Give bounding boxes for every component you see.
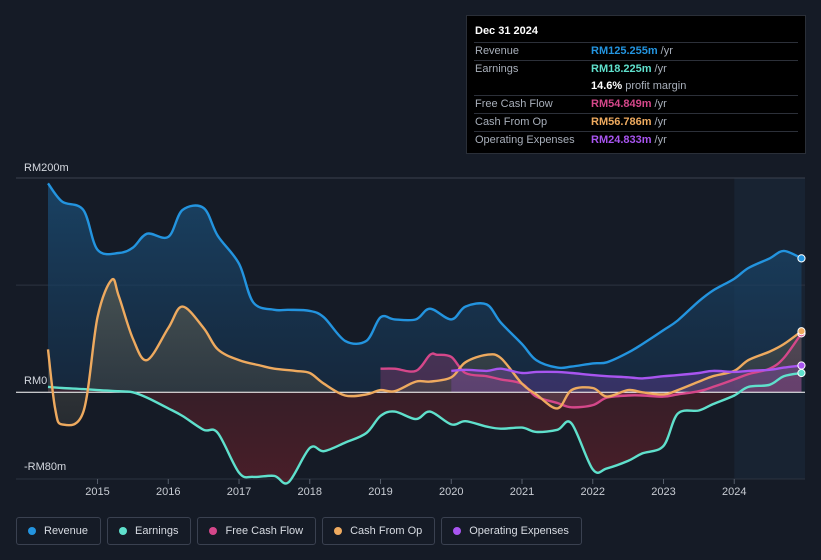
tooltip-unit: /yr	[654, 116, 667, 128]
x-tick-label: 2019	[368, 486, 392, 498]
end-dot-revenue	[797, 254, 806, 263]
y-label-top: RM200m	[24, 162, 69, 174]
x-tick-label: 2023	[651, 486, 675, 498]
tooltip-profit-margin-value: 14.6%	[591, 80, 623, 92]
tooltip-fcf-value: RM54.849m	[591, 98, 652, 110]
legend-label-free-cash-flow: Free Cash Flow	[225, 525, 304, 537]
legend-dot-operating-expenses	[453, 527, 462, 535]
tooltip-cfo-value: RM56.786m	[591, 116, 652, 128]
tooltip-profit-margin-text: profit margin	[625, 80, 687, 92]
tooltip-row-profit-margin: 14.6% profit margin	[474, 78, 798, 95]
area-revenue	[48, 183, 802, 393]
series-areas	[48, 183, 802, 484]
tooltip-unit: /yr	[654, 98, 667, 110]
tooltip-row-cfo: Cash From Op RM56.786m /yr	[474, 113, 798, 131]
legend-dot-earnings	[119, 527, 128, 535]
x-tick-label: 2018	[298, 486, 322, 498]
tooltip-revenue-label: Revenue	[475, 45, 520, 57]
tooltip-panel: Dec 31 2024 Revenue RM125.255m /yr Earni…	[466, 15, 806, 154]
legend-item-cash-from-op[interactable]: Cash From Op	[322, 517, 436, 545]
tooltip-opex-value: RM24.833m	[591, 134, 652, 146]
tooltip-opex-label: Operating Expenses	[475, 134, 575, 146]
legend-dot-cash-from-op	[334, 527, 343, 535]
x-tick-label: 2021	[510, 486, 534, 498]
tooltip-unit: /yr	[654, 134, 667, 146]
series-lines	[46, 182, 803, 485]
tooltip-date: Dec 31 2024	[475, 25, 538, 37]
line-free-cash-flow	[380, 332, 803, 409]
legend: Revenue Earnings Free Cash Flow Cash Fro…	[16, 517, 582, 547]
end-dot-operating-expenses	[797, 361, 806, 370]
tooltip-row-opex: Operating Expenses RM24.833m /yr	[474, 131, 798, 149]
y-label-zero: RM0	[24, 375, 47, 387]
legend-item-earnings[interactable]: Earnings	[107, 517, 192, 545]
line-cash-from-op	[46, 277, 803, 427]
end-dot-earnings	[797, 368, 806, 378]
x-tick-label: 2017	[227, 486, 251, 498]
tooltip-cfo-label: Cash From Op	[475, 116, 548, 128]
legend-dot-revenue	[28, 527, 36, 535]
tooltip-earnings-value: RM18.225m	[591, 63, 652, 75]
line-operating-expenses	[451, 364, 802, 380]
x-tick-label: 2015	[85, 486, 109, 498]
tooltip-fcf-label: Free Cash Flow	[475, 98, 553, 110]
legend-item-free-cash-flow[interactable]: Free Cash Flow	[197, 517, 317, 545]
legend-dot-free-cash-flow	[209, 527, 218, 535]
legend-item-revenue[interactable]: Revenue	[16, 517, 102, 545]
x-tick-label: 2022	[581, 486, 605, 498]
end-dot-cash-from-op	[797, 327, 806, 336]
line-earnings	[47, 371, 802, 485]
x-tick-label: 2020	[439, 486, 463, 498]
tooltip-row-fcf: Free Cash Flow RM54.849m /yr	[474, 95, 798, 113]
legend-label-revenue: Revenue	[44, 525, 89, 537]
legend-item-operating-expenses[interactable]: Operating Expenses	[441, 517, 582, 545]
tooltip-row-revenue: Revenue RM125.255m /yr	[474, 42, 798, 60]
tooltip-unit: /yr	[654, 63, 667, 75]
line-revenue	[47, 182, 803, 370]
x-tick-label: 2016	[156, 486, 180, 498]
x-axis: 2015 2016 2017 2018 2019 2020 2021 2022 2023 2024	[85, 479, 746, 498]
tooltip-earnings-label: Earnings	[475, 63, 519, 75]
tooltip-revenue-value: RM125.255m	[591, 45, 658, 57]
area-earnings	[48, 373, 802, 484]
tooltip-row-earnings: Earnings RM18.225m /yr	[474, 60, 798, 78]
tooltip-unit: /yr	[660, 45, 673, 57]
legend-label-earnings: Earnings	[135, 525, 179, 537]
series-end-dots	[797, 254, 806, 378]
y-label-bottom: -RM80m	[24, 461, 66, 473]
area-cash-from-op	[48, 279, 802, 426]
legend-label-cash-from-op: Cash From Op	[350, 525, 423, 537]
legend-label-operating-expenses: Operating Expenses	[469, 525, 569, 537]
x-tick-label: 2024	[722, 486, 746, 498]
